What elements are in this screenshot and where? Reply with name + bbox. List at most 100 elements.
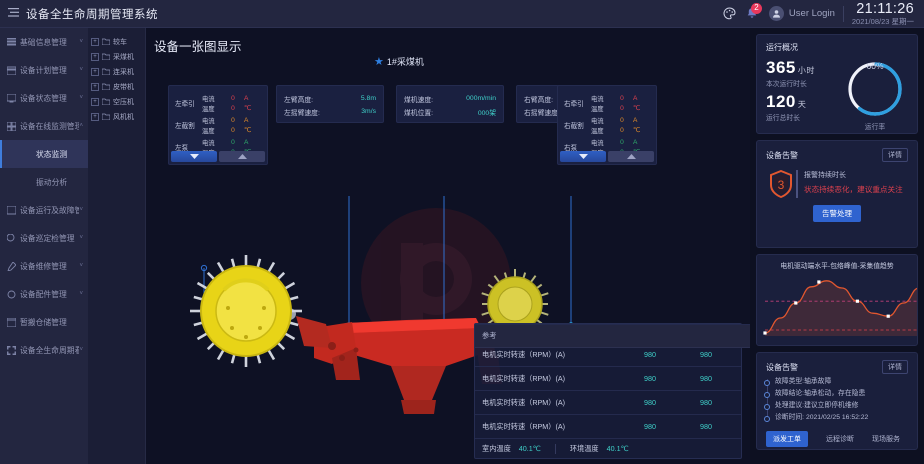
timeline-item-2: 处理建议:建议立即停机维修 [764, 400, 908, 412]
run-overview-stats: 365 小时 本次运行时长 120 天 运行总时长 [766, 58, 842, 131]
run-days-value: 120 天 [766, 92, 807, 111]
sidebar-item-0[interactable]: 基础信息管理 ˅ [0, 28, 88, 56]
sidebar-item-label: 设备运行及故障管理 [20, 205, 80, 215]
alarm-detail-button[interactable]: 详情 [882, 148, 908, 162]
left-motor-row-1: 左截割 电流 0 A 温度 0 ℃ [175, 116, 252, 135]
arrow-down-icon[interactable] [560, 151, 606, 162]
grid-icon [6, 121, 17, 131]
leader-endpoint [200, 264, 208, 272]
tree-expand-icon[interactable]: + [91, 52, 99, 61]
donut-chart [848, 62, 902, 116]
chevron-icon: ˅ [79, 207, 83, 213]
sidebar-item-1[interactable]: 设备计划管理 ˅ [0, 56, 88, 84]
row-ref-value: 980 [700, 422, 712, 431]
sidebar-item-10[interactable]: 暂搬仓储管理 [0, 308, 88, 336]
search-icon [6, 233, 17, 243]
info-label: 煤机位置: [404, 109, 434, 117]
tree-item-2[interactable]: + 连采机 [88, 64, 145, 79]
sidebar-item-label: 设备计划管理 [20, 65, 67, 75]
palette-icon[interactable] [719, 0, 741, 28]
info-value: 000m/min [466, 95, 496, 102]
alarm-message: 状态持续恶化，建议重点关注 [804, 185, 903, 194]
bell-icon[interactable]: 2 [741, 0, 763, 28]
sidebar-item-7[interactable]: 设备巡定检管理 ˅ [0, 224, 88, 252]
box-icon [6, 317, 17, 327]
user-name[interactable]: User Login [788, 8, 835, 19]
sidebar-item-9[interactable]: 设备配件管理 ˅ [0, 280, 88, 308]
fault-action-button-1[interactable]: 远程诊断 [826, 436, 854, 443]
tree-expand-icon[interactable]: + [91, 97, 99, 106]
info-label: 右摇臂速度: [524, 109, 560, 117]
tree-expand-icon[interactable]: + [91, 67, 99, 76]
run-days-unit: 天 [797, 100, 807, 109]
header-divider [842, 5, 844, 22]
row-run-value: 980 [644, 374, 656, 383]
fault-action-button-0[interactable]: 派发工单 [766, 431, 808, 447]
sidebar-item-11[interactable]: 设备全生命周期看板˅ [0, 336, 88, 364]
run-overview-title: 运行概况 [766, 43, 798, 52]
sidebar-item-5[interactable]: 振动分析 [0, 168, 88, 196]
run-hours-value: 365 小时 [766, 58, 815, 77]
left-arm-card: 左臂高度: 5.8m 左摇臂速度: 3m/s [276, 85, 384, 123]
monitor-icon [6, 93, 17, 103]
arrow-up-icon[interactable] [219, 151, 265, 162]
arrow-down-icon[interactable] [171, 151, 217, 162]
fault-action-button-2[interactable]: 现场服务 [872, 436, 900, 443]
sidebar-item-3[interactable]: 设备在线监测管理 ˄ [0, 112, 88, 140]
tree-expand-icon[interactable]: + [91, 37, 99, 46]
indoor-temp-label: 室内温度 [482, 443, 511, 453]
fault-diagnosis-panel: 设备告警 详情 故障类型:轴承故障 故障结论:轴承松动，存在隐患 处理建议:建议立即… [756, 352, 918, 450]
motor-name: 右截割 [564, 123, 584, 130]
tree-item-1[interactable]: + 采煤机 [88, 49, 145, 64]
device-badge-label: 1#采煤机 [386, 57, 424, 67]
chart-title: 电机驱动端水平-包络峰值-采集值趋势 [780, 263, 894, 270]
left-arm-row-0: 左臂高度: 5.8m [284, 92, 376, 105]
row-name: 电机实时转速（RPM）(A) [482, 397, 566, 407]
info-value: 3m/s [361, 108, 376, 115]
list-icon [6, 37, 17, 47]
row-run-value: 980 [644, 398, 656, 407]
tree-expand-icon[interactable]: + [91, 112, 99, 121]
motor-name: 左牵引 [175, 101, 195, 108]
calendar-icon [6, 66, 17, 75]
tree-item-label: 较车 [113, 38, 127, 46]
sidebar-item-8[interactable]: 设备维修管理 ˅ [0, 252, 88, 280]
alarm-text-block: 报警持续时长 状态持续恶化，建议重点关注 [796, 170, 908, 198]
tree-item-label: 采煤机 [113, 53, 134, 61]
folder-icon [102, 68, 110, 75]
fault-detail-button[interactable]: 详情 [882, 360, 908, 374]
hamburger-icon[interactable] [0, 7, 22, 20]
right-motor-row-0: 右牵引 电流 0 A 温度 0 ℃ [564, 94, 641, 113]
tree-item-5[interactable]: + 风机机 [88, 109, 145, 124]
folder-icon [102, 113, 110, 120]
sidebar-item-label: 设备在线监测管理 [20, 121, 80, 131]
folder-icon [102, 38, 110, 45]
sidebar-item-6[interactable]: 设备运行及故障管理˅ [0, 196, 88, 224]
device-alarm-panel: 设备告警 详情 3 报警持续时长 状态持续恶化，建议重点关注 告警处理 [756, 140, 918, 248]
row-ref-value: 980 [700, 350, 712, 359]
sidebar-item-label: 设备全生命周期看板 [20, 345, 80, 355]
user-avatar-icon[interactable] [768, 6, 784, 21]
chevron-icon: ˅ [79, 235, 83, 241]
coal-row-1: 煤机位置: 000架 [404, 105, 496, 118]
tree-expand-icon[interactable]: + [91, 82, 99, 91]
ambient-temp-value: 40.1℃ [606, 444, 629, 453]
run-hours-label: 本次运行时长 [766, 81, 807, 88]
current-value: 0 [620, 116, 624, 124]
sidebar-item-4[interactable]: 状态监测 [0, 140, 88, 168]
tree-item-4[interactable]: + 空压机 [88, 94, 145, 109]
motor-name: 右泵 [564, 145, 578, 152]
sidebar-item-2[interactable]: 设备状态管理 ˅ [0, 84, 88, 112]
right-cutter-drum [481, 269, 549, 339]
current-value: 0 [231, 94, 235, 102]
info-value: 000架 [477, 109, 496, 117]
column-header-0: 参考 [482, 331, 497, 340]
donut-label: 运行率 [864, 124, 886, 131]
tree-item-0[interactable]: + 较车 [88, 34, 145, 49]
alarm-handle-button[interactable]: 告警处理 [813, 205, 861, 222]
arrow-up-icon[interactable] [608, 151, 654, 162]
temp-value: 0 [231, 126, 235, 134]
tree-item-3[interactable]: + 皮带机 [88, 79, 145, 94]
